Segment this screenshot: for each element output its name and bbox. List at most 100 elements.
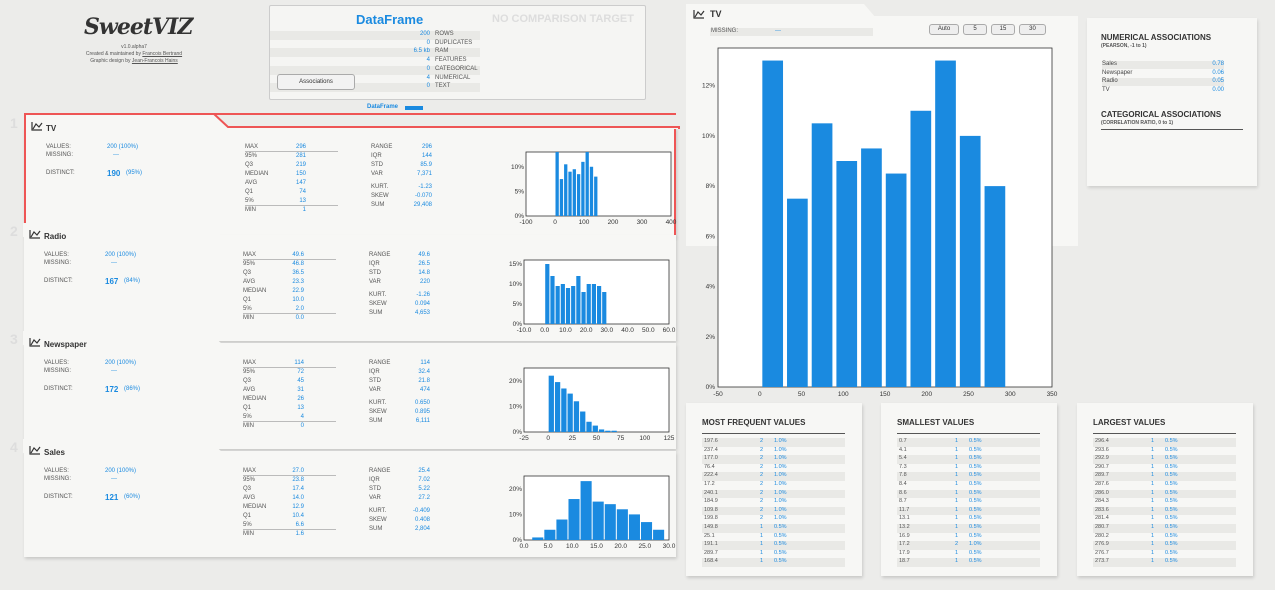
line-chart-icon	[29, 230, 41, 239]
stat-value: 25.4	[418, 468, 430, 474]
x-tick-label: -10.0	[517, 327, 532, 334]
credit2-link[interactable]: Jean-Francois Hains	[131, 58, 178, 64]
histogram-bar	[548, 375, 554, 432]
stat-label: KURT.	[369, 292, 387, 298]
stat-label: Q3	[243, 270, 252, 276]
percent-cell: 0.5%	[1165, 506, 1178, 513]
y-tick-label: 5%	[515, 188, 525, 195]
stat-label: STD	[369, 486, 381, 492]
stat-value: 49.6	[418, 252, 430, 258]
value-cell: 199.8	[704, 515, 718, 522]
value-cell: 76.4	[704, 463, 715, 470]
association-row: Radio 0.05	[1102, 78, 1224, 86]
percent-cell: 0.5%	[774, 524, 787, 530]
stat-label: VAR	[369, 387, 381, 393]
association-row: Sales 0.78	[1102, 61, 1224, 69]
divider	[897, 433, 1040, 434]
stat-value: 26	[297, 396, 304, 402]
values-value: 200 (100%)	[107, 144, 139, 150]
histogram-bar	[554, 382, 561, 432]
count-cell: 2	[760, 515, 764, 522]
value-row: 237.4 2 1.0%	[702, 447, 845, 456]
value-row: 284.3 1 0.5%	[1093, 498, 1236, 507]
bins-15-button[interactable]: 15	[991, 24, 1015, 35]
value-row: 273.7 1 0.5%	[1093, 558, 1236, 567]
value-row: 199.8 2 1.0%	[702, 515, 845, 524]
value-cell: 273.7	[1095, 558, 1109, 565]
stat-label: MIN	[245, 207, 256, 213]
y-tick-label: 10%	[509, 281, 522, 288]
stat-label: MAX	[243, 360, 257, 366]
value-row: 11.7 1 0.5%	[897, 506, 1040, 516]
numerical-associations-subtitle: (PEARSON, -1 to 1)	[1101, 43, 1147, 49]
percent-cell: 0.5%	[969, 446, 982, 453]
missing-label: MISSING:	[46, 152, 74, 158]
stat-value: 14.8	[418, 270, 430, 276]
value-cell: 17.9	[899, 549, 910, 556]
stat-value: 14.0	[292, 495, 304, 501]
stat-value: 114	[294, 360, 304, 366]
x-tick-label: 300	[1005, 391, 1016, 398]
x-tick-label: 100	[579, 219, 590, 226]
value-panel-smallest: SMALLEST VALUES 0.7 1 0.5% 4.1 1 0.5% 5.4 1 0.5% 7…	[881, 403, 1057, 576]
divider	[245, 205, 338, 206]
count-cell: 1	[1151, 515, 1155, 522]
feature-card-sales[interactable]: Sales VALUES: 200 (100%) MISSING: --- DISTINC…	[23, 439, 676, 557]
x-tick-label: 200	[608, 219, 619, 226]
stat-label: 95%	[243, 369, 256, 375]
count-cell: 1	[955, 472, 959, 479]
credit1-link[interactable]: Francois Bertrand	[142, 51, 183, 57]
x-tick-label: -25	[519, 435, 529, 442]
percent-cell: 0.5%	[774, 532, 787, 539]
bins-auto-button[interactable]: Auto	[929, 24, 959, 35]
missing-value: ---	[111, 368, 117, 374]
stat-label: SKEW	[371, 193, 389, 199]
histogram-bar	[567, 393, 573, 432]
values-label: VALUES:	[44, 360, 69, 366]
value-row: 76.4 2 1.0%	[702, 464, 845, 473]
feature-card-tv[interactable]: TV VALUES: 200 (100%) MISSING: --- DISTINCT: 1…	[24, 113, 680, 237]
y-tick-label: 10%	[702, 133, 715, 140]
histogram-bar	[589, 166, 594, 216]
stat-value: 474	[419, 387, 430, 393]
bins-30-button[interactable]: 30	[1019, 24, 1046, 35]
percent-cell: 0.5%	[1165, 438, 1178, 444]
stat-value: 4,653	[414, 310, 430, 316]
percent-cell: 0.5%	[1165, 463, 1178, 470]
value-cell: 280.7	[1095, 524, 1109, 530]
histogram-bar	[573, 401, 580, 432]
stat-label: Q1	[243, 405, 252, 411]
divider	[245, 151, 338, 152]
x-tick-label: 25	[569, 435, 577, 442]
value-cell: 25.1	[704, 532, 715, 539]
percent-cell: 0.5%	[1165, 446, 1178, 453]
value-row: 25.1 1 0.5%	[702, 533, 845, 542]
stat-label: SUM	[369, 310, 383, 316]
distinct-label: DISTINCT:	[44, 278, 73, 284]
histogram-bar	[581, 161, 585, 216]
bins-5-button[interactable]: 5	[963, 24, 987, 35]
stat-value: 150	[295, 171, 306, 177]
percent-cell: 0.5%	[1165, 498, 1178, 505]
x-tick-label: 75	[617, 435, 625, 442]
stat-label: MEDIAN	[243, 288, 267, 294]
percent-cell: 0.5%	[969, 498, 982, 505]
histogram-bar	[565, 288, 571, 324]
stat-value: 27.2	[418, 495, 430, 501]
stat-label: Q3	[245, 162, 254, 168]
histogram-bar	[571, 286, 576, 324]
stat-value: 10.4	[292, 513, 304, 519]
associations-button[interactable]: Associations	[277, 74, 355, 90]
feature-card-radio[interactable]: Radio VALUES: 200 (100%) MISSING: --- DISTINC…	[23, 223, 676, 341]
value-cell: 237.4	[704, 446, 718, 453]
value-row: 191.1 1 0.5%	[702, 541, 845, 550]
distinct-value: 172	[105, 385, 119, 394]
distinct-label: DISTINCT:	[46, 170, 75, 176]
stat-label: Q1	[243, 513, 252, 519]
feature-index: 3	[10, 331, 18, 347]
value-cell: 177.0	[704, 455, 718, 462]
histogram-bar	[559, 179, 564, 216]
feature-card-newspaper[interactable]: Newspaper VALUES: 200 (100%) MISSING: --- DIS…	[23, 331, 676, 449]
count-cell: 2	[760, 446, 764, 453]
percent-cell: 0.5%	[1165, 489, 1178, 496]
